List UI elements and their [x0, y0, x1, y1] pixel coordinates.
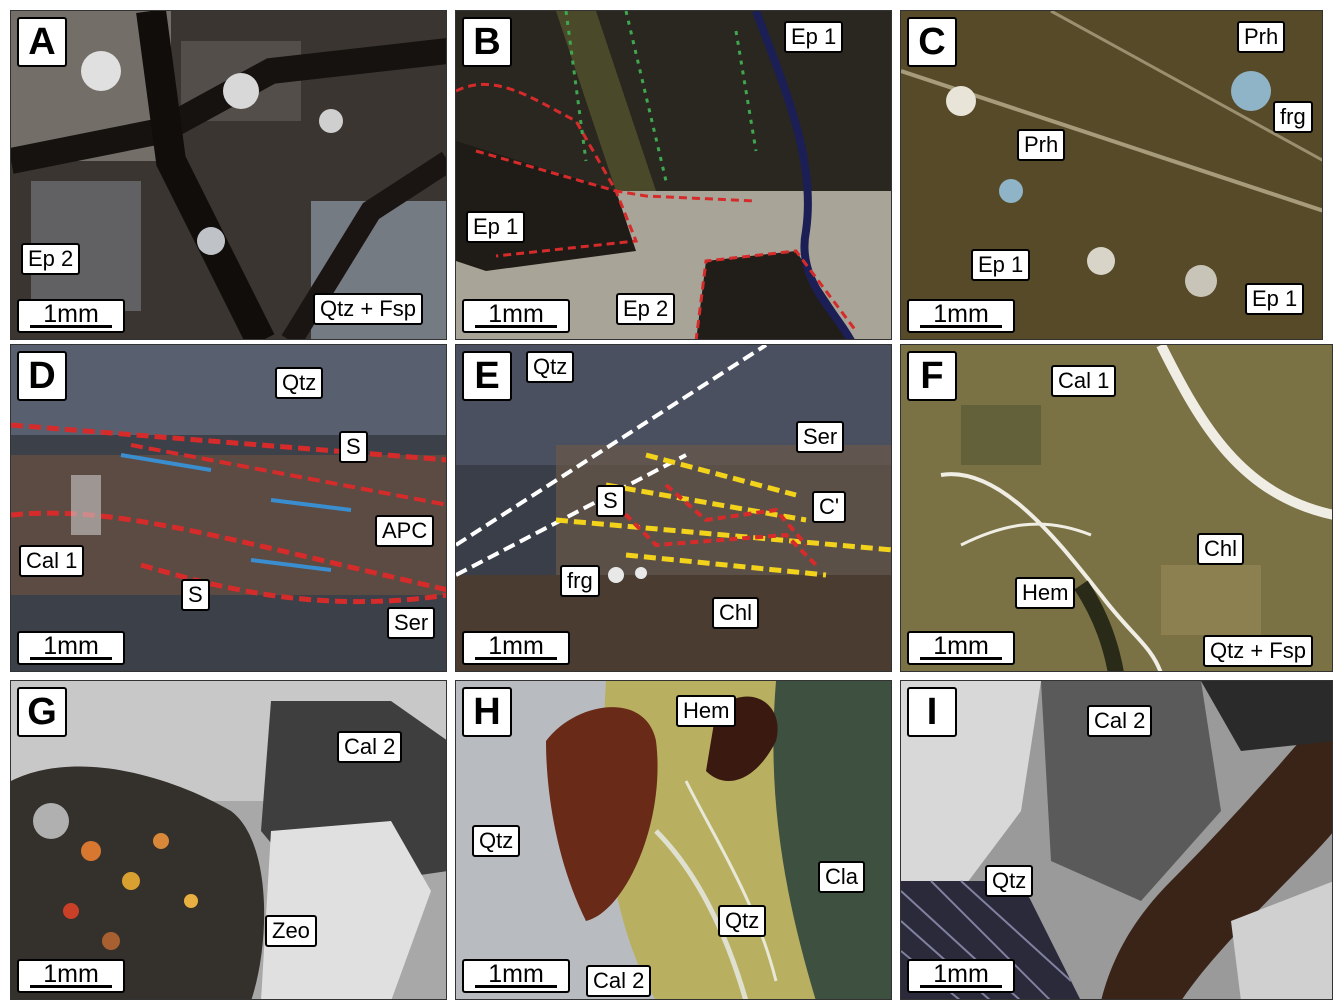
scale-bar: 1mm — [462, 631, 570, 665]
panel-b: B Ep 1 Ep 1 Ep 2 1mm — [455, 10, 892, 340]
mineral-label: Qtz + Fsp — [313, 293, 423, 325]
mineral-label: S — [181, 579, 210, 611]
scale-bar-label: 1mm — [43, 960, 99, 988]
scale-bar-line — [30, 657, 112, 660]
micrograph-i — [901, 681, 1332, 999]
mineral-label: Cal 1 — [1051, 365, 1117, 397]
micrograph-d — [11, 345, 446, 671]
scale-bar: 1mm — [907, 959, 1015, 993]
scale-bar-line — [920, 325, 1002, 328]
panel-i: I Cal 2 Qtz 1mm — [900, 680, 1333, 1000]
panel-letter: H — [462, 687, 512, 737]
panel-letter: E — [462, 351, 512, 401]
mineral-label: Cal 1 — [19, 545, 85, 577]
mineral-label: frg — [1273, 101, 1313, 133]
panel-d: D Qtz S Cal 1 APC S Ser 1mm — [10, 344, 447, 672]
scale-bar-line — [475, 657, 557, 660]
panel-h: H Hem Qtz Cla Qtz Cal 2 1mm — [455, 680, 892, 1000]
mineral-label: Cal 2 — [1087, 705, 1153, 737]
mineral-label: Ep 1 — [971, 249, 1031, 281]
mineral-label: Ser — [796, 421, 845, 453]
scale-bar-label: 1mm — [933, 632, 989, 660]
panel-e: E Qtz Ser C' S frg Chl 1mm — [455, 344, 892, 672]
micrograph-c — [901, 11, 1322, 339]
mineral-label: Qtz — [526, 351, 575, 383]
scale-bar-label: 1mm — [43, 300, 99, 328]
scale-bar-label: 1mm — [933, 960, 989, 988]
scale-bar: 1mm — [17, 959, 125, 993]
panel-letter: A — [17, 17, 67, 67]
scale-bar-line — [30, 325, 112, 328]
mineral-label: Zeo — [265, 915, 317, 947]
mineral-label: Ep 1 — [784, 21, 844, 53]
mineral-label: Cla — [818, 861, 866, 893]
panel-letter: F — [907, 351, 957, 401]
mineral-label: APC — [375, 515, 435, 547]
scale-bar-line — [475, 325, 557, 328]
mineral-label: Hem — [676, 695, 737, 727]
panel-f: F Cal 1 Chl Hem Qtz + Fsp 1mm — [900, 344, 1333, 672]
mineral-label: Ep 2 — [21, 243, 81, 275]
panel-a: A Ep 2 Qtz + Fsp 1mm — [10, 10, 447, 340]
mineral-label: frg — [560, 565, 600, 597]
mineral-label: C' — [812, 491, 847, 523]
mineral-label: Qtz — [985, 865, 1034, 897]
panel-letter: I — [907, 687, 957, 737]
mineral-label: Ep 1 — [466, 211, 526, 243]
mineral-label: Prh — [1017, 129, 1066, 161]
scale-bar: 1mm — [907, 299, 1015, 333]
scale-bar-label: 1mm — [43, 632, 99, 660]
mineral-label: Cal 2 — [337, 731, 403, 763]
panel-letter: C — [907, 17, 957, 67]
scale-bar-line — [30, 985, 112, 988]
scale-bar: 1mm — [907, 631, 1015, 665]
mineral-label: Hem — [1015, 577, 1076, 609]
mineral-label: Qtz — [472, 825, 521, 857]
scale-bar: 1mm — [462, 959, 570, 993]
mineral-label: Cal 2 — [586, 965, 652, 997]
mineral-label: Chl — [1197, 533, 1245, 565]
scale-bar: 1mm — [17, 299, 125, 333]
scale-bar-label: 1mm — [933, 300, 989, 328]
micrograph-f — [901, 345, 1332, 671]
scale-bar: 1mm — [462, 299, 570, 333]
micrograph-a — [11, 11, 446, 339]
mineral-label: Prh — [1237, 21, 1286, 53]
mineral-label: Qtz + Fsp — [1203, 635, 1313, 667]
scale-bar-label: 1mm — [488, 632, 544, 660]
mineral-label: Qtz — [718, 905, 767, 937]
scale-bar-label: 1mm — [488, 960, 544, 988]
panel-letter: B — [462, 17, 512, 67]
panel-letter: D — [17, 351, 67, 401]
mineral-label: Ep 1 — [1245, 283, 1305, 315]
micrograph-b — [456, 11, 891, 339]
mineral-label: S — [339, 431, 368, 463]
panel-g: G Cal 2 Zeo 1mm — [10, 680, 447, 1000]
panel-letter: G — [17, 687, 67, 737]
scale-bar-line — [920, 657, 1002, 660]
mineral-label: S — [596, 485, 625, 517]
micrograph-h — [456, 681, 891, 999]
mineral-label: Ep 2 — [616, 293, 676, 325]
mineral-label: Ser — [387, 607, 436, 639]
scale-bar-line — [920, 985, 1002, 988]
panel-c: C Prh frg Prh Ep 1 Ep 1 1mm — [900, 10, 1323, 340]
scale-bar-line — [475, 985, 557, 988]
scale-bar-label: 1mm — [488, 300, 544, 328]
micrograph-g — [11, 681, 446, 999]
scale-bar: 1mm — [17, 631, 125, 665]
mineral-label: Chl — [712, 597, 760, 629]
mineral-label: Qtz — [275, 367, 324, 399]
